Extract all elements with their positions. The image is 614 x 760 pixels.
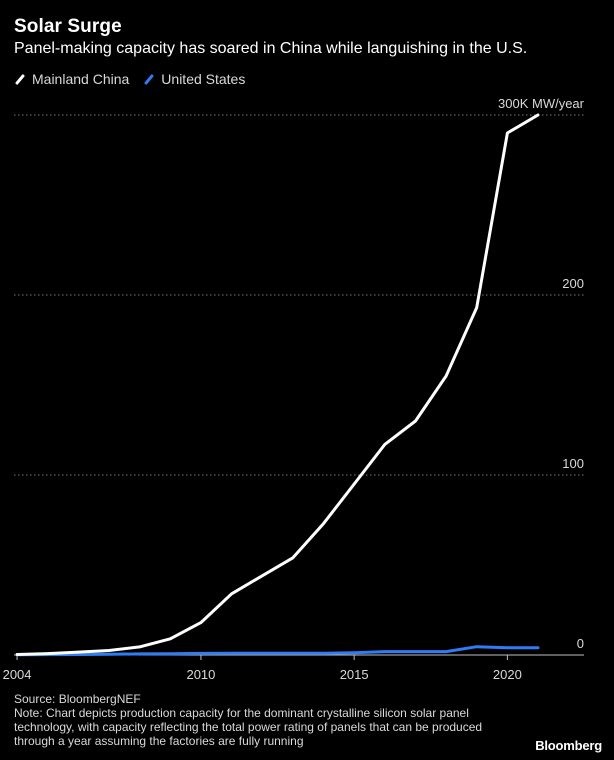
note-text: Note: Chart depicts production capacity … bbox=[14, 706, 483, 748]
y-tick-label: 100 bbox=[562, 456, 584, 471]
source-text: Source: BloombergNEF bbox=[14, 692, 141, 706]
chart-title: Solar Surge bbox=[14, 16, 122, 37]
chart-footer: Source: BloombergNEF Note: Chart depicts… bbox=[14, 692, 514, 748]
x-tick-label: 2004 bbox=[3, 667, 32, 682]
legend-item-china: Mainland China bbox=[14, 71, 129, 87]
series-lines bbox=[15, 113, 540, 657]
gridlines bbox=[14, 114, 584, 476]
y-tick-label: 300K MW/year bbox=[498, 96, 585, 111]
chart-subtitle: Panel-making capacity has soared in Chin… bbox=[14, 40, 528, 57]
x-tick-label: 2010 bbox=[186, 667, 215, 682]
tick-labels: 0 100 200 300K MW/year 2004 2010 2015 2020 bbox=[3, 96, 585, 682]
legend-item-us: United States bbox=[143, 71, 245, 87]
x-tick-label: 2015 bbox=[340, 667, 369, 682]
y-tick-label: 200 bbox=[562, 276, 584, 291]
y-tick-label: 0 bbox=[577, 636, 584, 651]
line-chart: 0 100 200 300K MW/year 2004 2010 2015 2020 bbox=[3, 96, 585, 682]
legend: Mainland China United States bbox=[14, 71, 259, 87]
x-tick-label: 2020 bbox=[493, 667, 522, 682]
legend-label-us: United States bbox=[161, 71, 246, 87]
legend-label-china: Mainland China bbox=[32, 71, 130, 87]
series-line-united-states bbox=[15, 645, 540, 657]
series-line-mainland-china bbox=[15, 113, 540, 656]
bloomberg-logo: Bloomberg bbox=[535, 738, 602, 753]
